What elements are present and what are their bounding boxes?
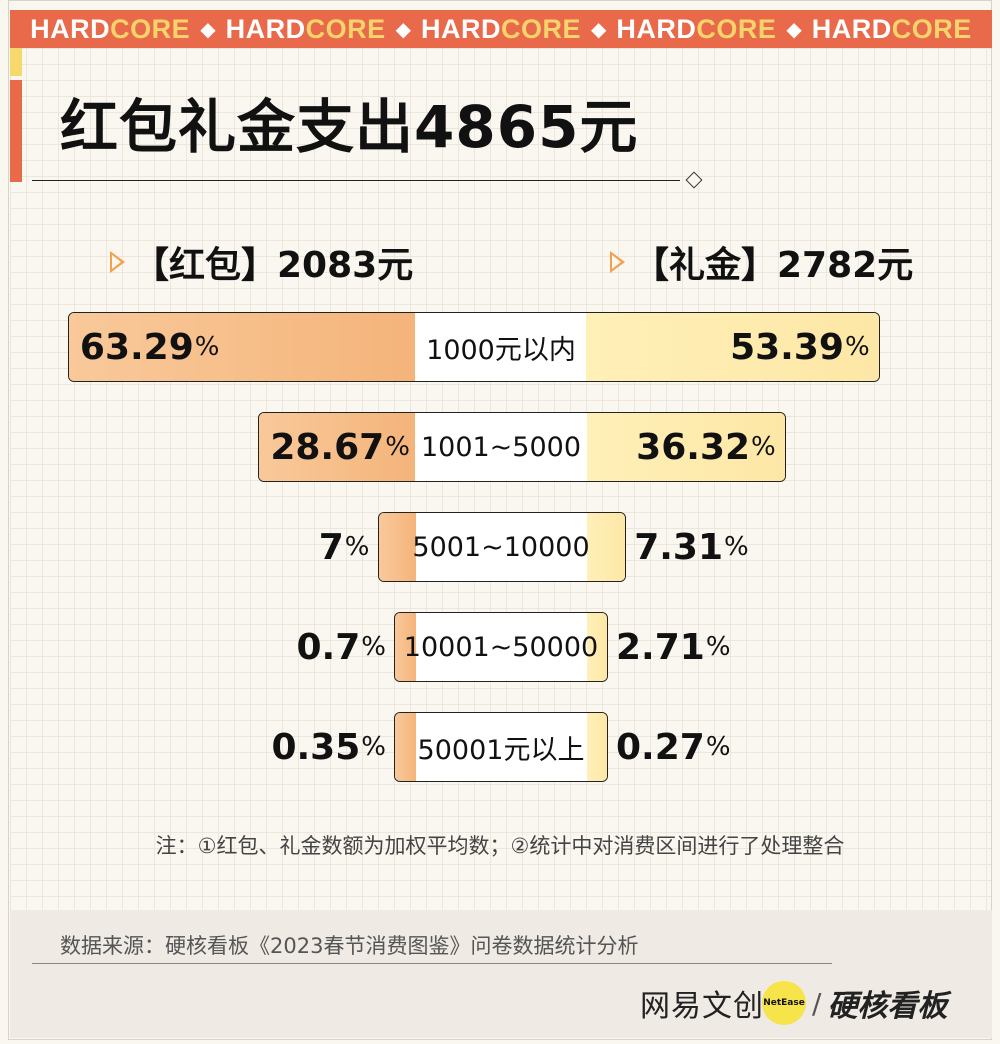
netease-logo: 网易文创 [640, 981, 764, 1025]
brand-logos: 网易文创 NetEase / 硬核看板 [640, 978, 947, 1028]
diamond-icon: ◆ [786, 17, 801, 41]
value-label-hongbao: 0.35% [271, 712, 386, 782]
netease-dot-icon: NetEase [762, 981, 806, 1025]
value-label-lijin: 36.32% [636, 412, 776, 482]
banner-word: HARD CORE [421, 14, 581, 45]
legend-right: 【礼金】2782元 [610, 236, 913, 288]
banner-word: HARD CORE [812, 14, 972, 45]
value-label-hongbao: 0.7% [297, 612, 387, 682]
hardcore-logo: 硬核看板 [827, 981, 947, 1025]
bucket-label: 50001元以上 [416, 712, 586, 782]
top-banner: HARD CORE ◆ HARD CORE ◆ HARD CORE ◆ HARD CORE ◆ HARD… [10, 10, 992, 48]
legend-right-label: 【礼金】2782元 [633, 236, 913, 288]
bucket-label: 1000元以内 [416, 312, 586, 382]
bucket-label: 5001~10000 [416, 512, 586, 582]
bar-right-lijin [587, 713, 608, 781]
diamond-icon: ◆ [591, 17, 606, 41]
bar-left-hongbao [379, 513, 416, 581]
legend-left: 【红包】2083元 [110, 236, 413, 288]
value-label-hongbao: 28.67% [270, 412, 410, 482]
bar-left-hongbao [395, 713, 416, 781]
value-label-lijin: 0.27% [616, 712, 731, 782]
banner-word: HARD CORE [226, 14, 386, 45]
diamond-icon: ◆ [200, 17, 215, 41]
value-label-lijin: 2.71% [616, 612, 731, 682]
accent-bar-red [10, 80, 22, 182]
footnote: 注：①红包、礼金数额为加权平均数；②统计中对消费区间进行了处理整合 [0, 830, 1000, 860]
source-divider [32, 963, 832, 964]
banner-word: HARD CORE [30, 14, 190, 45]
triangle-icon [110, 251, 125, 273]
brand-separator: / [812, 987, 821, 1020]
source-text: 数据来源：硬核看板《2023春节消费图鉴》问卷数据统计分析 [60, 930, 638, 960]
triangle-icon [610, 251, 625, 273]
bar-right-lijin [587, 513, 626, 581]
page-title: 红包礼金支出4865元 [60, 80, 638, 164]
value-label-lijin: 7.31% [634, 512, 749, 582]
legend-left-label: 【红包】2083元 [133, 236, 413, 288]
bucket-label: 10001~50000 [416, 612, 586, 682]
diamond-icon: ◆ [396, 17, 411, 41]
value-label-lijin: 53.39% [730, 312, 870, 382]
title-divider [32, 180, 680, 181]
banner-word: HARD CORE [616, 14, 776, 45]
bucket-label: 1001~5000 [416, 412, 586, 482]
value-label-hongbao: 63.29% [80, 312, 220, 382]
value-label-hongbao: 7% [319, 512, 370, 582]
accent-bar-yellow [10, 48, 22, 76]
